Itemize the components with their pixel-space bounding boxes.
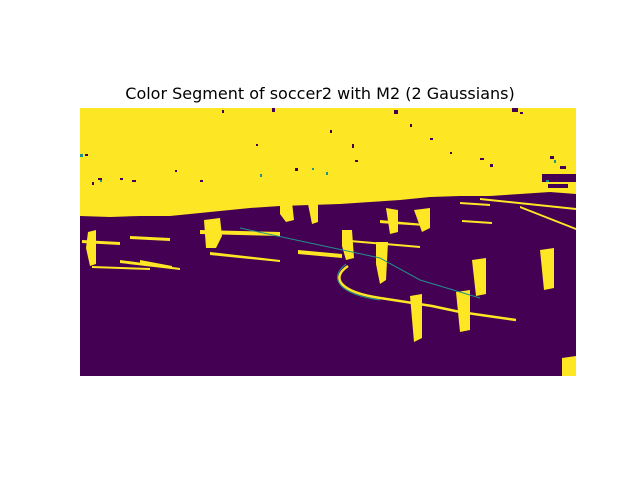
figure-title: Color Segment of soccer2 with M2 (2 Gaus…: [125, 84, 515, 103]
field-foreground: [82, 198, 576, 376]
stands-edge-pixels: [80, 154, 556, 182]
segmentation-image: [80, 108, 576, 376]
arc-edge: [336, 263, 381, 301]
segmentation-mask: [80, 108, 576, 376]
stands-speckles: [85, 108, 576, 188]
sideline-edge: [239, 227, 481, 299]
center-arc: [338, 264, 517, 322]
stands-region: [80, 108, 576, 217]
